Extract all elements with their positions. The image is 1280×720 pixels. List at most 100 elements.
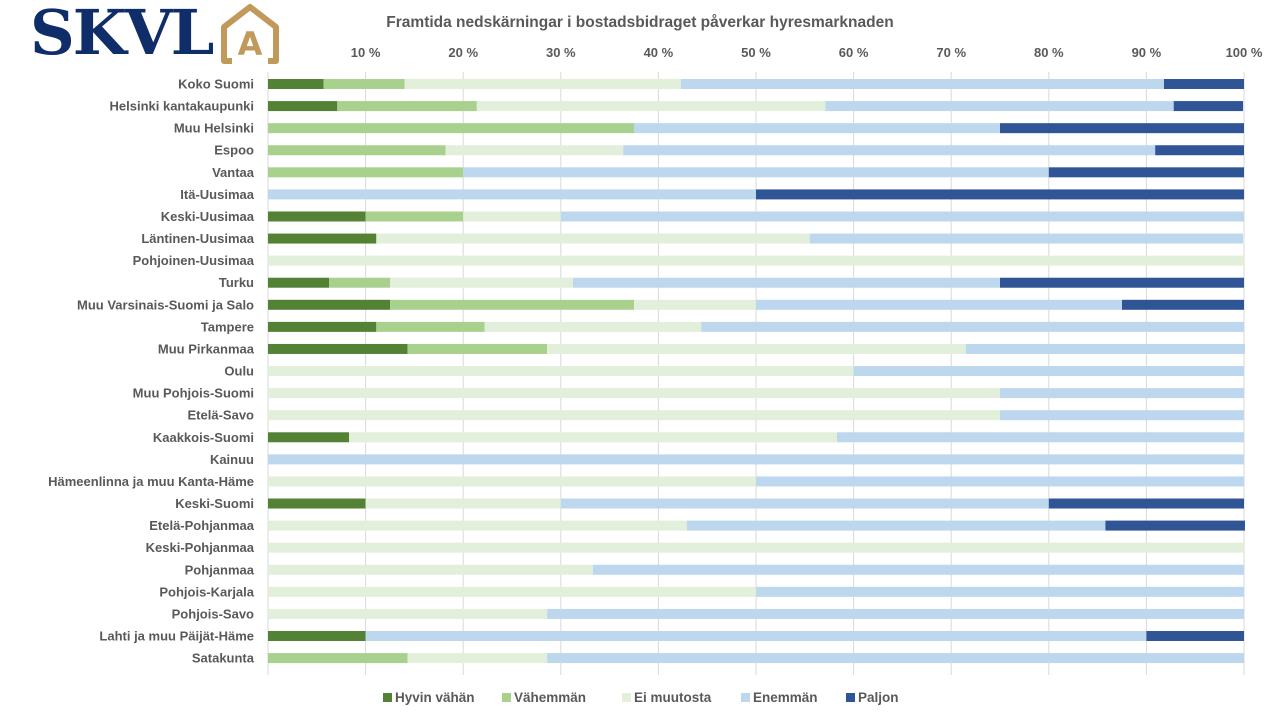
bar-segment bbox=[756, 586, 1244, 597]
legend-label: Ei muutosta bbox=[634, 690, 712, 705]
bar-segment bbox=[560, 498, 1049, 509]
x-tick-label: 20 % bbox=[448, 45, 478, 60]
category-label: Muu Pirkanmaa bbox=[158, 341, 255, 356]
bar-segment bbox=[268, 388, 1000, 399]
x-tick-label: 50 % bbox=[741, 45, 771, 60]
chart-title: Framtida nedskärningar i bostadsbidraget… bbox=[386, 14, 893, 31]
category-label: Vantaa bbox=[212, 165, 255, 180]
category-label: Keski-Suomi bbox=[175, 496, 254, 511]
category-label: Koko Suomi bbox=[178, 77, 254, 92]
bar-segment bbox=[1163, 79, 1244, 89]
category-label: Satakunta bbox=[192, 651, 255, 666]
x-axis-ticks: 10 % 20 % 30 % 40 % 50 % 60 % 70 % 80 % 90 % 100 … bbox=[351, 45, 1263, 60]
category-label: Pohjois-Savo bbox=[172, 606, 254, 621]
bar-segment bbox=[268, 564, 594, 575]
bar-segment bbox=[1048, 167, 1244, 178]
bar-segment bbox=[476, 101, 826, 112]
bar-segment bbox=[1146, 631, 1244, 641]
category-label: Kainuu bbox=[210, 452, 254, 467]
category-label: Lahti ja muu Päijät-Häme bbox=[99, 629, 254, 644]
bar-segment bbox=[329, 277, 390, 288]
category-label: Kaakkois-Suomi bbox=[153, 430, 254, 445]
bar-segment bbox=[390, 299, 634, 310]
bar-segment bbox=[547, 343, 966, 354]
bar-segment bbox=[268, 366, 854, 377]
legend-swatch bbox=[383, 693, 392, 702]
bar-segment bbox=[268, 189, 756, 200]
bar-segment bbox=[365, 211, 464, 222]
bar-segment bbox=[1000, 123, 1244, 134]
bar-segment bbox=[268, 79, 324, 89]
x-tick-label: 90 % bbox=[1132, 45, 1162, 60]
bar-segment bbox=[268, 586, 756, 597]
bar-segment bbox=[404, 79, 681, 89]
category-label: Helsinki kantakaupunki bbox=[110, 99, 255, 114]
bar-segment bbox=[268, 167, 464, 178]
bar-segment bbox=[756, 189, 1244, 200]
logo: SKVL bbox=[30, 0, 214, 69]
legend-label: Vähemmän bbox=[514, 690, 586, 705]
bar-segment bbox=[268, 343, 408, 354]
bar-segment bbox=[547, 653, 1244, 664]
category-label: Pohjoinen-Uusimaa bbox=[133, 253, 255, 268]
category-label: Pohjois-Karjala bbox=[159, 584, 254, 599]
bar-segment bbox=[268, 542, 1244, 553]
bar-segment bbox=[376, 233, 810, 244]
bar-segment bbox=[1048, 498, 1244, 509]
x-tick-label: 10 % bbox=[351, 45, 381, 60]
bar-segment bbox=[1155, 145, 1244, 156]
bar-segment bbox=[1000, 410, 1244, 421]
bar-segment bbox=[365, 498, 561, 509]
bar-segment bbox=[560, 211, 1244, 222]
bar-segment bbox=[680, 79, 1164, 89]
bars bbox=[268, 79, 1245, 664]
category-label: Etelä-Savo bbox=[188, 408, 255, 423]
bar-segment bbox=[268, 653, 408, 664]
bar-segment bbox=[1000, 388, 1244, 399]
x-tick-label: 80 % bbox=[1034, 45, 1064, 60]
category-label: Muu Helsinki bbox=[174, 121, 254, 136]
bar-segment bbox=[686, 520, 1106, 531]
bar-segment bbox=[634, 123, 1000, 134]
category-label: Keski-Uusimaa bbox=[161, 209, 255, 224]
bar-segment bbox=[484, 321, 702, 332]
bar-segment bbox=[268, 211, 366, 222]
bar-segment bbox=[756, 299, 1122, 310]
bar-segment bbox=[268, 454, 1244, 465]
category-label: Läntinen-Uusimaa bbox=[141, 231, 254, 246]
bar-segment bbox=[268, 101, 338, 112]
bar-segment bbox=[268, 299, 390, 310]
bar-segment bbox=[268, 321, 377, 332]
legend-swatch bbox=[846, 693, 855, 702]
bar-segment bbox=[593, 564, 1244, 575]
bar-segment bbox=[445, 145, 624, 156]
legend-label: Enemmän bbox=[753, 690, 818, 705]
bar-segment bbox=[547, 608, 1244, 619]
bar-segment bbox=[809, 233, 1244, 244]
bar-segment bbox=[268, 608, 548, 619]
bar-segment bbox=[268, 520, 687, 531]
bar-segment bbox=[337, 101, 477, 112]
logo-house-icon: A bbox=[221, 4, 279, 64]
bar-segment bbox=[756, 476, 1244, 487]
bar-segment bbox=[853, 366, 1244, 377]
logo-text: SKVL bbox=[30, 0, 214, 69]
bar-segment bbox=[268, 145, 446, 156]
category-label: Muu Pohjois-Suomi bbox=[133, 386, 254, 401]
legend: Hyvin vähän Vähemmän Ei muutosta Enemmän Pal… bbox=[383, 690, 899, 705]
bar-segment bbox=[407, 653, 548, 664]
legend-swatch bbox=[622, 693, 631, 702]
legend-swatch bbox=[741, 693, 750, 702]
bar-segment bbox=[463, 167, 1049, 178]
bar-segment bbox=[573, 277, 1000, 288]
bar-segment bbox=[268, 233, 377, 244]
logo-badge-letter: A bbox=[238, 25, 263, 63]
category-labels: Koko Suomi Helsinki kantakaupunki Muu Hels… bbox=[48, 77, 255, 666]
category-label: Muu Varsinais-Suomi ja Salo bbox=[77, 297, 254, 312]
bar-segment bbox=[1173, 101, 1244, 112]
x-tick-label: 100 % bbox=[1226, 45, 1263, 60]
legend-label: Hyvin vähän bbox=[395, 690, 475, 705]
category-label: Itä-Uusimaa bbox=[180, 187, 254, 202]
category-label: Etelä-Pohjanmaa bbox=[149, 518, 255, 533]
